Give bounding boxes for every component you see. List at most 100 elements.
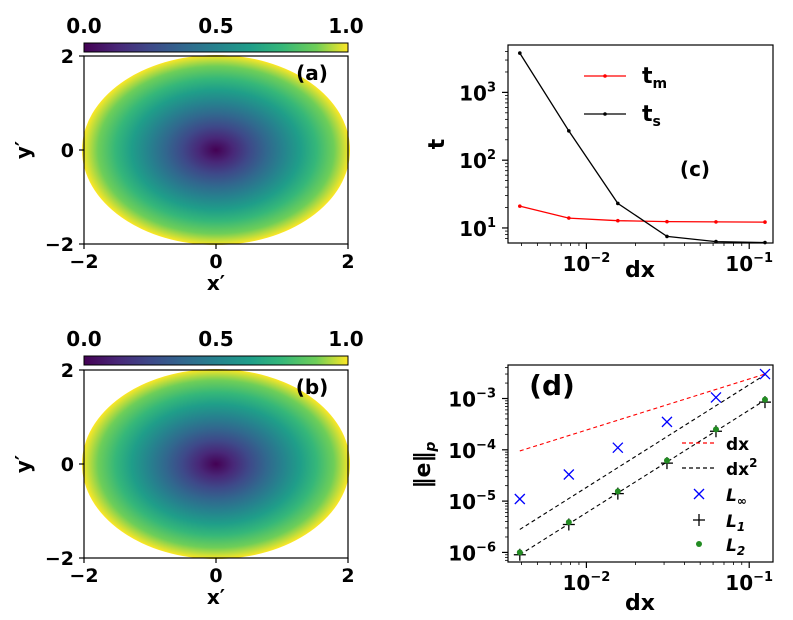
panel-a: 0.0 0.5 1.0 −2 0 2 2 0 −2 x′ y′ (a) (11, 14, 364, 295)
ytick-b-2: −2 (45, 548, 74, 570)
c-point-s-0 (518, 51, 522, 55)
c-ytick-label-2: 103 (459, 80, 496, 105)
c-point-s-1 (567, 129, 571, 133)
d-point-2-2 (614, 488, 621, 495)
ylabel-d-sub: p (423, 442, 439, 453)
panel-b: 0.0 0.5 1.0 −2 0 2 2 0 −2 x′ y′ (b) (11, 327, 364, 609)
axes-d (507, 364, 774, 563)
colorbar-a-tick-2: 1.0 (328, 14, 363, 38)
panel-label-a: (a) (296, 61, 328, 85)
d-ytick-label-0: 10−6 (448, 540, 496, 565)
legend-d-dx: dx (726, 435, 749, 455)
d-point-0-4 (710, 391, 722, 403)
c-point-s-2 (616, 201, 620, 206)
c-point-m-1 (567, 216, 571, 220)
legend-c-ts-sub: s (653, 114, 661, 130)
panel-label-d: (d) (529, 369, 575, 402)
legend-c: tm ts (584, 64, 667, 130)
c-point-m-3 (665, 219, 669, 224)
legend-d-l1-marker (693, 514, 705, 526)
d-point-2-1 (565, 519, 572, 526)
ytick-a-1: 0 (61, 140, 74, 162)
field-a (82, 55, 350, 245)
c-point-m-0 (518, 204, 522, 208)
legend-d-linf-sub: ∞ (737, 494, 747, 508)
ytick-a-2: −2 (45, 234, 74, 256)
d-point-2-5 (761, 396, 768, 403)
d-point-0-2 (612, 442, 624, 454)
ylabel-c: t (425, 138, 450, 149)
ylabel-d-main: ‖e‖ (411, 452, 436, 489)
colorbar-b-tick-0: 0.0 (66, 327, 101, 351)
xtick-b-1: 0 (209, 565, 222, 587)
colorbar-a-tick-1: 0.5 (198, 14, 233, 38)
legend-d-linf: L∞ (726, 486, 747, 508)
d-point-0-0 (514, 493, 526, 505)
d-xtick-label-0: 10−2 (562, 570, 610, 595)
xlabel-c: dx (625, 258, 655, 283)
axes-c (507, 44, 774, 244)
ytick-b-1: 0 (61, 454, 74, 476)
ylabel-d: ‖e‖p (411, 442, 439, 489)
ytick-a-0: 2 (61, 46, 74, 68)
c-point-m-4 (714, 220, 718, 224)
d-xtick-label-1: 10−1 (725, 570, 773, 595)
d-point-0-1 (563, 469, 575, 480)
panel-d: 10−2 10−1 10−6 10−5 10−4 10−3 dx ‖e‖p (d) dx … (411, 364, 774, 616)
c-xtick-label-1: 10−1 (725, 251, 773, 276)
c-series-line-s (519, 52, 766, 244)
legend-d-l1-sub: 1 (737, 520, 745, 534)
d-ytick-label-1: 10−5 (448, 489, 496, 514)
xtick-a-1: 0 (209, 251, 222, 273)
d-ytick-label-2: 10−4 (448, 438, 496, 463)
d-reference-line-2 (519, 399, 766, 556)
legend-d-l1-name: L (726, 512, 737, 532)
legend-c-tm-sub: m (653, 76, 668, 92)
legend-c-ts: ts (642, 102, 661, 130)
c-point-s-3 (665, 234, 669, 239)
legend-d-l2-sub: 2 (737, 544, 745, 558)
colorbar-b-tick-2: 1.0 (328, 327, 363, 351)
colorbar-a-tick-0: 0.0 (66, 14, 101, 38)
legend-d-dx-name: dx (726, 435, 749, 455)
xlabel-b: x′ (207, 585, 225, 609)
xtick-a-0: −2 (69, 251, 98, 273)
d-point-2-4 (712, 426, 719, 433)
colorbar-b-tick-1: 0.5 (198, 327, 233, 351)
d-ytick-label-3: 10−3 (448, 387, 496, 412)
legend-d-dx2: dx2 (726, 456, 758, 480)
legend-d-dx2-name: dx (726, 460, 749, 480)
legend-c-tm: tm (642, 64, 667, 92)
xlabel-d: dx (625, 591, 655, 616)
xtick-a-2: 2 (341, 251, 354, 273)
c-point-m-2 (616, 218, 620, 223)
panel-label-b: (b) (296, 375, 329, 399)
field-b (82, 369, 350, 559)
c-ytick-label-1: 102 (459, 148, 496, 173)
ylabel-a: y′ (11, 141, 35, 159)
legend-d-l2: L2 (726, 536, 745, 558)
legend-d: dx dx2 L∞ L1 L2 (682, 435, 758, 558)
panel-label-c: (c) (680, 157, 710, 181)
d-point-0-3 (661, 416, 673, 428)
xtick-b-2: 2 (341, 565, 354, 587)
legend-d-linf-name: L (726, 486, 737, 506)
d-point-2-3 (663, 457, 670, 464)
c-point-s-4 (714, 239, 718, 244)
legend-d-l1: L1 (726, 512, 745, 534)
legend-c-ts-name: t (642, 102, 653, 127)
d-point-2-0 (516, 549, 523, 556)
ytick-b-0: 2 (61, 360, 74, 382)
legend-d-dx2-sup: 2 (749, 456, 757, 470)
xtick-b-0: −2 (69, 565, 98, 587)
c-point-s-5 (763, 240, 767, 245)
c-series-line-m (519, 205, 766, 223)
d-reference-line-0 (519, 373, 766, 452)
legend-d-linf-marker (693, 488, 705, 500)
colorbar-b (83, 355, 349, 366)
legend-c-tm-name: t (642, 64, 653, 89)
c-xtick-label-0: 10−2 (562, 251, 610, 276)
legend-d-l2-marker (696, 541, 702, 547)
